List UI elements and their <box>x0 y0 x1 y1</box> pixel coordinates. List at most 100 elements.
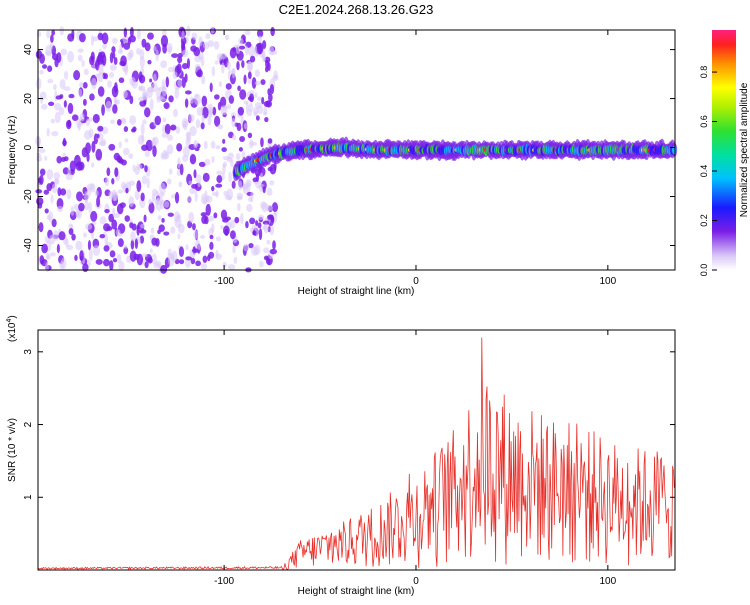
spectrogram-noise-blob <box>195 119 201 129</box>
spectrogram-noise-blob <box>40 103 48 110</box>
spectrogram-noise-blob <box>124 138 129 143</box>
spectrogram-noise-blob <box>137 134 145 145</box>
spectrogram-noise-blob <box>232 47 237 52</box>
spectrogram-noise-blob <box>152 45 157 52</box>
snr-x-tick-label: 100 <box>600 576 617 587</box>
spectrogram-noise-blob <box>202 196 208 205</box>
spectrogram-noise-blob <box>102 43 108 50</box>
spectrogram-noise-blob <box>66 244 74 251</box>
spectrogram-noise-blob <box>245 101 249 114</box>
spectrogram-noise-blob <box>97 125 104 132</box>
spectrogram-noise-blob <box>46 127 50 137</box>
spectrogram-noise-blob <box>108 190 114 199</box>
spectrogram-noise-blob <box>51 131 59 137</box>
snr-y-axis-label: SNR (10 * v/v) <box>7 418 18 482</box>
spectrogram-noise-blob <box>200 263 208 270</box>
spectrogram-noise-blob <box>151 237 158 246</box>
spectrogram-noise-blob <box>207 116 212 126</box>
spectrogram-noise-blob <box>248 196 253 203</box>
spectrogram-noise-blob <box>87 117 93 122</box>
spectrogram-noise-blob <box>89 93 95 101</box>
spectrogram-noise-blob <box>144 165 148 173</box>
spectrogram-noise-blob <box>271 202 279 213</box>
spectrogram-noise-blob <box>209 234 214 240</box>
spectrogram-noise-blob <box>129 76 136 86</box>
spectrogram-noise-blob <box>142 119 147 125</box>
spectrogram-panel: -100 0 100 -40 -20 0 20 40 Height of straight … <box>7 25 678 297</box>
spectrogram-noise-blob <box>237 85 241 92</box>
spectrogram-noise-blob <box>117 49 124 55</box>
colorbar-label: Normalized spectral amplitude <box>739 82 750 217</box>
spectrogram-noise-blob <box>101 32 109 45</box>
colorbar: 0.0 0.2 0.4 0.6 0.8 Normalized spectral ampl… <box>699 30 750 276</box>
spectrogram-noise-blob <box>84 191 89 203</box>
spectrogram-noise-blob <box>123 63 129 76</box>
spectrogram-noise-blob <box>160 60 168 69</box>
spectrogram-noise-blob <box>198 36 203 47</box>
spectrogram-noise-blob <box>137 96 145 102</box>
spectrogram-noise-blob <box>91 140 96 153</box>
spectrogram-noise-blob <box>219 96 227 108</box>
spectrogram-noise-blob <box>189 154 197 165</box>
spectrogram-noise-blob <box>108 143 116 151</box>
spectrogram-noise-blob <box>89 55 95 66</box>
spectrogram-noise-blob <box>211 223 215 234</box>
spectrogram-noise-blob <box>144 107 151 118</box>
spectrogram-noise-blob <box>82 82 88 89</box>
spectrogram-noise-blob <box>51 183 58 194</box>
spectrogram-noise-blob <box>193 230 199 240</box>
spectrogram-noise-blob <box>146 177 150 189</box>
spectrogram-noise-blob <box>39 53 45 64</box>
spectrogram-noise-blob <box>113 191 119 202</box>
spectrogram-noise-blob <box>63 86 71 92</box>
spectrogram-noise-blob <box>181 62 189 70</box>
spectrogram-noise-blob <box>123 126 129 132</box>
spectrogram-noise-blob <box>75 209 81 218</box>
spectrogram-noise-blob <box>92 245 101 257</box>
spectrogram-noise-blob <box>194 93 199 100</box>
spectrogram-noise-blob <box>140 123 145 135</box>
spectrogram-noise-blob <box>178 246 185 258</box>
spectrogram-noise-blob <box>73 70 81 81</box>
spectrogram-noise-blob <box>103 73 108 80</box>
spectrogram-noise-blob <box>201 114 205 123</box>
spectrogram-noise-blob <box>263 223 269 234</box>
spectrogram-noise-blob <box>132 126 137 132</box>
spectrogram-noise-blob <box>77 48 84 53</box>
spectrogram-noise-blob <box>39 69 44 75</box>
spectrogram-noise-blob <box>68 93 75 99</box>
colorbar-tick-label: 0.2 <box>699 214 709 227</box>
spectrogram-noise-blob <box>176 142 183 152</box>
spectrogram-noise-blob <box>75 240 83 251</box>
spectrogram-noise-blob <box>253 244 261 256</box>
spectrogram-noise-blobs <box>35 25 279 274</box>
spectrogram-noise-blob <box>115 229 121 236</box>
spectrogram-noise-blob <box>172 71 178 79</box>
spectrogram-noise-blob <box>216 170 223 176</box>
spectrogram-noise-blob <box>58 106 65 116</box>
spectrogram-noise-blob <box>150 227 155 234</box>
spectrogram-noise-blob <box>248 242 254 249</box>
spectrogram-noise-blob <box>120 55 127 67</box>
spectrogram-noise-blob <box>134 189 140 201</box>
spectrogram-x-tick-label: 0 <box>413 276 419 287</box>
spectrogram-noise-blob <box>40 95 44 104</box>
spectrogram-noise-blob <box>124 215 131 222</box>
spectrogram-noise-blob <box>191 183 198 189</box>
colorbar-tick-label: 0.8 <box>699 66 709 79</box>
spectrogram-noise-blob <box>134 238 139 250</box>
spectrogram-noise-blob <box>83 68 89 76</box>
spectrogram-noise-blob <box>166 42 173 53</box>
spectrogram-noise-blob <box>129 115 137 125</box>
spectrogram-noise-blob <box>112 207 116 216</box>
spectrogram-noise-blob <box>236 60 240 71</box>
spectrogram-noise-blob <box>256 29 264 38</box>
spectrogram-noise-blob <box>232 134 237 141</box>
spectrogram-noise-blob <box>67 50 74 63</box>
spectrogram-noise-blob <box>41 243 48 254</box>
spectrogram-noise-blob <box>39 255 45 265</box>
spectrogram-noise-blob <box>90 162 95 168</box>
spectrogram-noise-blob <box>166 178 172 185</box>
spectrogram-noise-blob <box>36 136 41 148</box>
